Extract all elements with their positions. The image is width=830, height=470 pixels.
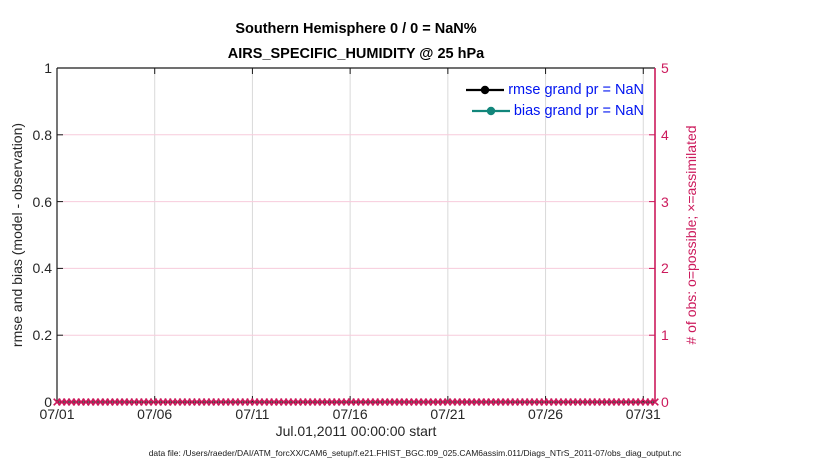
- chart-title-line1: Southern Hemisphere 0 / 0 = NaN%: [235, 21, 477, 37]
- right-axis-label: # of obs: o=possible; ×=assimilated: [683, 125, 699, 345]
- x-tick-07-11: 07/11: [235, 406, 270, 422]
- left-y-tick-1: 1: [44, 60, 52, 76]
- legend: rmse grand pr = NaN bias grand pr = NaN: [466, 79, 644, 121]
- x-tick-07-26: 07/26: [528, 406, 564, 422]
- right-y-tick-1: 1: [661, 327, 669, 344]
- x-axis-label: Jul.01,2011 00:00:00 start: [275, 423, 437, 439]
- rmse-line-marker-icon: [466, 85, 505, 94]
- x-tick-07-01: 07/01: [39, 406, 75, 422]
- chart-title-line2: AIRS_SPECIFIC_HUMIDITY @ 25 hPa: [227, 46, 485, 62]
- right-y-tick-0: 0: [661, 394, 669, 410]
- left-y-tick-0.2: 0.2: [32, 327, 52, 344]
- legend-item-bias: bias grand pr = NaN: [466, 100, 644, 121]
- left-y-tick-0: 0: [44, 394, 52, 410]
- left-y-tick-0.4: 0.4: [32, 260, 52, 277]
- legend-item-rmse: rmse grand pr = NaN: [466, 79, 644, 100]
- legend-label-bias: bias grand pr = NaN: [513, 102, 644, 119]
- left-y-tick-0.8: 0.8: [32, 126, 52, 143]
- data-file-path: data file: /Users/raeder/DAI/ATM_forcXX/…: [148, 448, 682, 458]
- legend-label-rmse: rmse grand pr = NaN: [508, 81, 644, 98]
- x-tick-07-06: 07/06: [137, 406, 173, 422]
- chart-title: Southern Hemisphere 0 / 0 = NaN% AIRS_SP…: [57, 17, 655, 67]
- x-tick-07-21: 07/21: [430, 406, 466, 422]
- x-tick-07-31: 07/31: [625, 406, 661, 422]
- x-tick-07-16: 07/16: [332, 406, 368, 422]
- left-y-tick-0.6: 0.6: [32, 193, 52, 210]
- left-axis-label: rmse and bias (model - observation): [9, 122, 25, 348]
- right-y-tick-5: 5: [661, 60, 669, 76]
- bias-line-marker-icon: [471, 106, 510, 115]
- right-y-tick-3: 3: [661, 193, 669, 210]
- right-y-tick-4: 4: [661, 126, 669, 143]
- right-y-tick-2: 2: [661, 260, 669, 277]
